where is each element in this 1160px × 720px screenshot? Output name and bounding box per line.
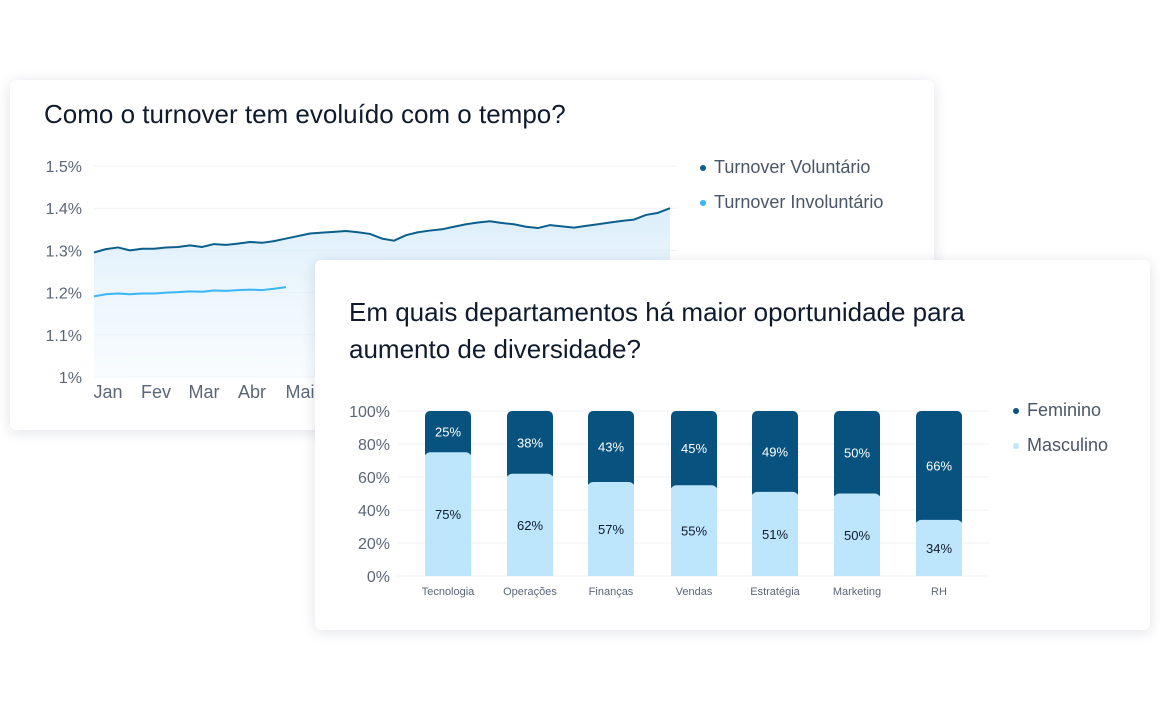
y-tick-label: 0% — [367, 569, 390, 586]
bar-feminino — [834, 411, 880, 500]
x-tick-label: Mar — [189, 382, 220, 402]
legend-label-feminino: Feminino — [1027, 400, 1102, 420]
turnover-legend: Turnover Voluntário Turnover Involuntári… — [700, 150, 883, 220]
data-label-masculino: 51% — [762, 527, 788, 542]
bar-masculino-base — [752, 570, 798, 576]
bar-masculino-base — [916, 570, 962, 576]
bar-masculino — [834, 493, 880, 576]
legend-label-voluntary: Turnover Voluntário — [714, 157, 871, 177]
data-label-masculino: 34% — [926, 541, 952, 556]
data-label-feminino: 38% — [517, 435, 543, 450]
y-tick-label: 1% — [59, 370, 82, 387]
data-label-feminino: 66% — [926, 458, 952, 473]
x-tick-label: Fev — [141, 382, 171, 402]
bar-masculino-base — [588, 570, 634, 576]
involuntary-dot-icon — [700, 199, 706, 206]
legend-label-involuntary: Turnover Involuntário — [714, 192, 884, 212]
diversity-legend: Feminino Masculino — [1013, 393, 1108, 463]
bar-masculino-base — [425, 570, 471, 576]
diversity-bar-chart: 0% 20% 40% 60% 80% 100% 25% 75% Tecnologia 38% 62%… — [349, 404, 989, 598]
series-line-involuntary — [93, 286, 287, 298]
legend-item-masculino[interactable]: Masculino — [1013, 428, 1108, 463]
series-line-voluntary — [93, 207, 671, 254]
bar-feminino — [588, 411, 634, 488]
bar-feminino — [671, 411, 717, 492]
x-tick-label: Jan — [93, 382, 122, 402]
bar-masculino — [588, 481, 634, 576]
y-tick-label: 1.2% — [46, 286, 82, 303]
legend-item-involuntary[interactable]: Turnover Involuntário — [700, 185, 883, 220]
legend-label-masculino: Masculino — [1027, 435, 1109, 455]
y-tick-label: 100% — [349, 404, 390, 421]
y-tick-label: 60% — [358, 470, 390, 487]
feminino-dot-icon — [1013, 407, 1019, 414]
bar-masculino-base — [671, 570, 717, 576]
bar-masculino — [916, 519, 962, 576]
data-label-masculino: 75% — [435, 507, 461, 522]
bar-feminino — [425, 411, 471, 459]
bar-masculino-base — [834, 570, 880, 576]
bar-masculino — [752, 491, 798, 576]
data-label-masculino: 62% — [517, 518, 543, 533]
y-tick-label: 80% — [358, 437, 390, 454]
bar-feminino — [752, 411, 798, 498]
category-label: Estratégia — [750, 586, 800, 598]
y-tick-label: 1.5% — [46, 159, 82, 176]
diversity-chart-title: Em quais departamentos há maior oportuni… — [349, 297, 965, 364]
data-label-feminino: 43% — [598, 439, 624, 454]
y-tick-label: 20% — [358, 536, 390, 553]
bar-masculino-base — [507, 570, 553, 576]
bar-feminino — [507, 411, 553, 480]
category-label: Vendas — [676, 586, 713, 598]
category-label: Tecnologia — [422, 586, 475, 598]
bar-masculino — [425, 452, 471, 576]
x-tick-label: Abr — [238, 382, 266, 402]
data-label-masculino: 57% — [598, 522, 624, 537]
data-label-masculino: 55% — [681, 524, 707, 539]
masculino-dot-icon — [1013, 442, 1019, 449]
legend-item-feminino[interactable]: Feminino — [1013, 393, 1108, 428]
y-tick-label: 1.1% — [46, 328, 82, 345]
category-label: Marketing — [833, 586, 881, 598]
y-tick-label: 40% — [358, 503, 390, 520]
category-label: Operações — [503, 586, 557, 598]
bar-masculino — [671, 485, 717, 576]
turnover-chart-title: Como o turnover tem evoluído com o tempo… — [44, 99, 566, 129]
y-tick-label: 1.3% — [46, 243, 82, 260]
x-tick-label: Mai — [285, 382, 314, 402]
category-label: Finanças — [589, 586, 634, 598]
data-label-feminino: 45% — [681, 441, 707, 456]
bar-masculino — [507, 473, 553, 576]
data-label-feminino: 49% — [762, 444, 788, 459]
legend-item-voluntary[interactable]: Turnover Voluntário — [700, 150, 883, 185]
diversity-card: Em quais departamentos há maior oportuni… — [315, 260, 1150, 630]
y-tick-label: 1.4% — [46, 201, 82, 218]
bar-feminino — [916, 411, 962, 526]
category-label: RH — [931, 586, 947, 598]
data-label-feminino: 50% — [844, 445, 870, 460]
voluntary-dot-icon — [700, 164, 706, 171]
data-label-masculino: 50% — [844, 528, 870, 543]
data-label-feminino: 25% — [435, 425, 461, 440]
